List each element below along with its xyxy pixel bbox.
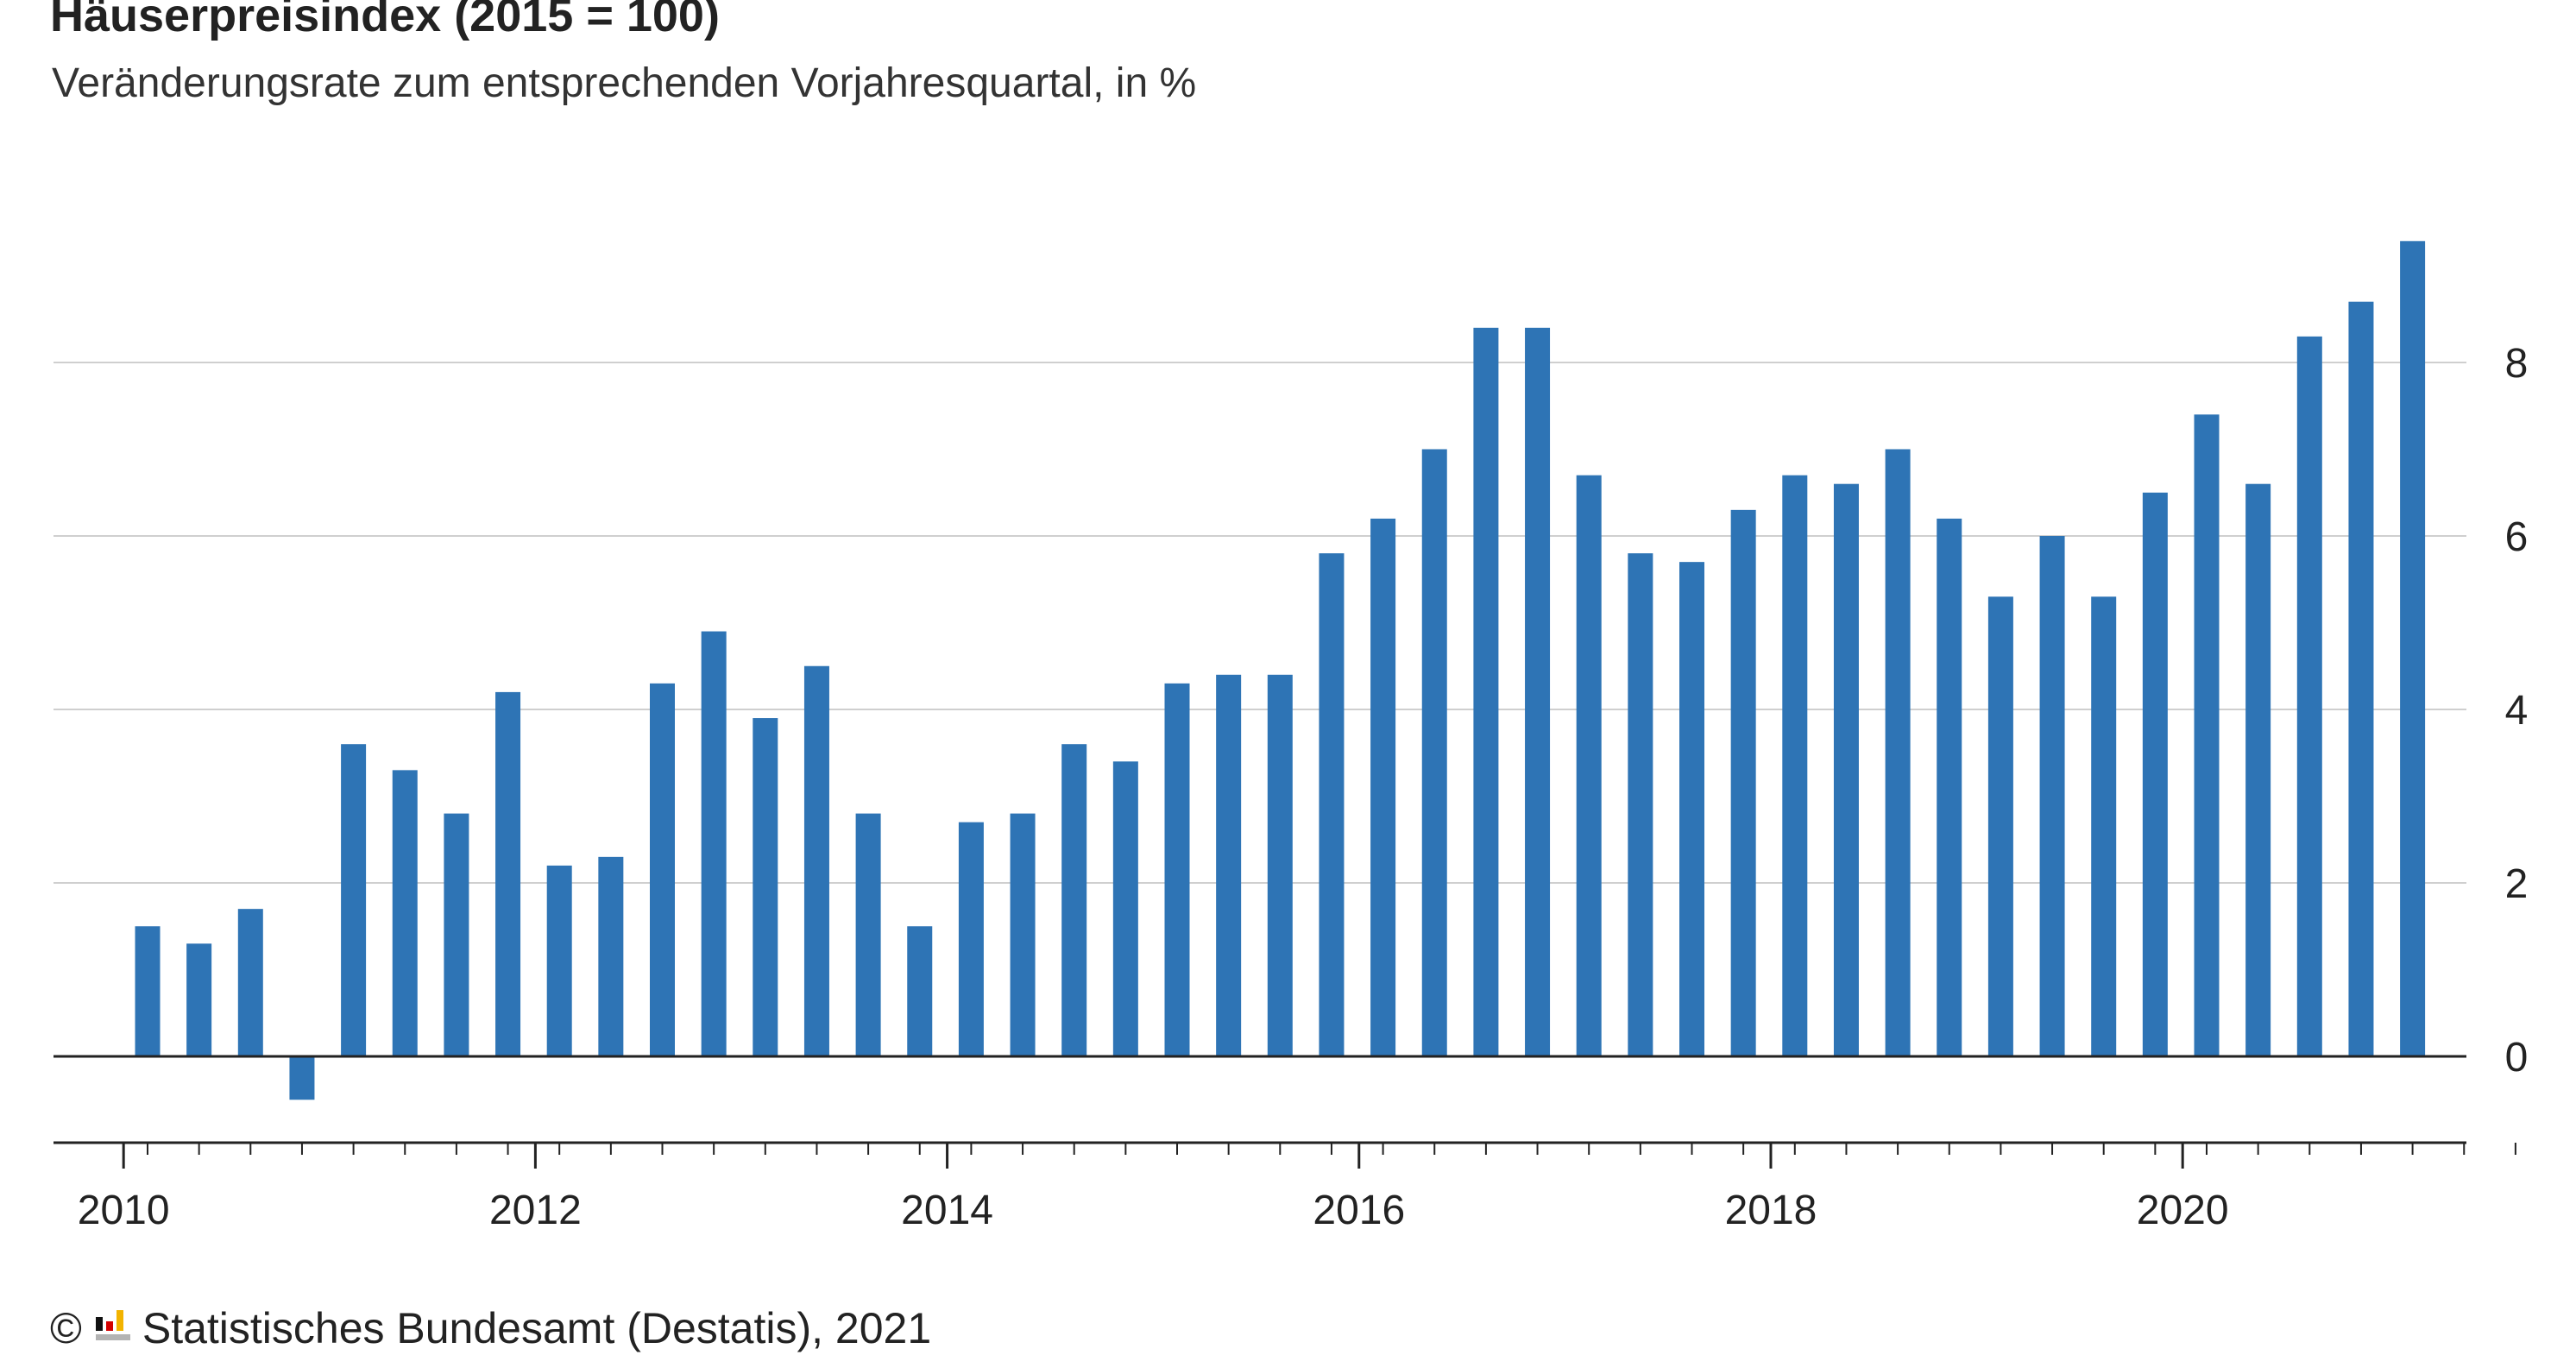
y-tick-label-0: 0 — [2505, 1035, 2529, 1081]
bar-2013-q3 — [855, 813, 881, 1056]
bar-2012-q1 — [546, 865, 572, 1056]
bar-2020-q4 — [2348, 301, 2374, 1056]
bar-2015-q4 — [1319, 553, 1345, 1056]
bar-2015-q2 — [1216, 674, 1242, 1056]
source-text: Statistisches Bundesamt (Destatis), 2021 — [142, 1304, 932, 1352]
bar-2016-q1 — [1370, 518, 1396, 1056]
bar-2018-q3 — [1885, 449, 1911, 1056]
bar-2010-q4 — [289, 1056, 315, 1100]
bar-2015-q1 — [1164, 683, 1190, 1056]
axes — [54, 1055, 2516, 1169]
bar-2014-q2 — [1010, 813, 1036, 1056]
bar-2017-q3 — [1679, 562, 1704, 1056]
bar-2011-q1 — [341, 744, 367, 1056]
bar-2012-q2 — [598, 856, 624, 1056]
x-tick-label-2020: 2020 — [2137, 1188, 2229, 1233]
x-tick-label-2012: 2012 — [489, 1188, 582, 1233]
bar-2017-q4 — [1730, 509, 1756, 1056]
y-tick-label-8: 8 — [2505, 341, 2529, 387]
x-tick-label-2018: 2018 — [1725, 1188, 1817, 1233]
bar-2016-q2 — [1421, 449, 1447, 1056]
bar-2010-q3 — [237, 909, 263, 1056]
x-tick-label-2014: 2014 — [901, 1188, 993, 1233]
bar-2018-q1 — [1782, 475, 1808, 1056]
bar-2018-q4 — [1937, 518, 1962, 1056]
bar-2017-q2 — [1628, 553, 1653, 1056]
bar-2010-q1 — [135, 926, 161, 1056]
x-tick-label-2010: 2010 — [78, 1188, 170, 1233]
bar-2020-q1 — [2194, 414, 2220, 1056]
bar-2014-q4 — [1112, 761, 1138, 1056]
bar-2018-q2 — [1833, 483, 1859, 1056]
bar-2019-q1 — [1987, 596, 2013, 1056]
bar-series — [135, 241, 2426, 1100]
bar-2014-q1 — [958, 822, 984, 1056]
bar-2012-q3 — [650, 683, 675, 1056]
source-footer: © Statistisches Bundesamt (Destatis), 20… — [50, 1301, 931, 1355]
bar-2010-q2 — [186, 943, 212, 1056]
bar-2019-q2 — [2039, 536, 2065, 1056]
chart-subtitle: Veränderungsrate zum entsprechenden Vorj… — [52, 60, 1197, 106]
tick-labels: 2010 2012 2014 2016 2018 2020 0 2 4 6 8 — [78, 341, 2529, 1233]
copyright-symbol: © — [50, 1304, 82, 1352]
x-tick-label-2016: 2016 — [1313, 1188, 1405, 1233]
bar-2017-q1 — [1576, 475, 1602, 1056]
bar-2012-q4 — [701, 631, 727, 1056]
y-tick-label-6: 6 — [2505, 514, 2529, 560]
destatis-logo-icon — [94, 1303, 132, 1353]
bar-2011-q4 — [495, 691, 521, 1056]
bar-2020-q2 — [2245, 483, 2271, 1056]
bar-2016-q3 — [1473, 327, 1499, 1056]
bar-2019-q4 — [2142, 492, 2168, 1056]
bar-2013-q2 — [803, 665, 829, 1056]
y-tick-label-4: 4 — [2505, 688, 2529, 734]
bar-2016-q4 — [1525, 327, 1551, 1056]
bar-2021-q1 — [2400, 241, 2426, 1056]
chart-title: Häuserpreisindex (2015 = 100) — [50, 0, 720, 41]
bar-2013-q4 — [907, 926, 933, 1056]
bar-2014-q3 — [1061, 744, 1087, 1056]
bar-2019-q3 — [2091, 596, 2117, 1056]
bar-2015-q3 — [1267, 674, 1293, 1056]
bar-2013-q1 — [753, 718, 778, 1056]
bar-2011-q3 — [444, 813, 469, 1056]
bar-2020-q3 — [2296, 336, 2322, 1057]
bar-2011-q2 — [392, 770, 418, 1056]
y-tick-label-2: 2 — [2505, 861, 2529, 907]
